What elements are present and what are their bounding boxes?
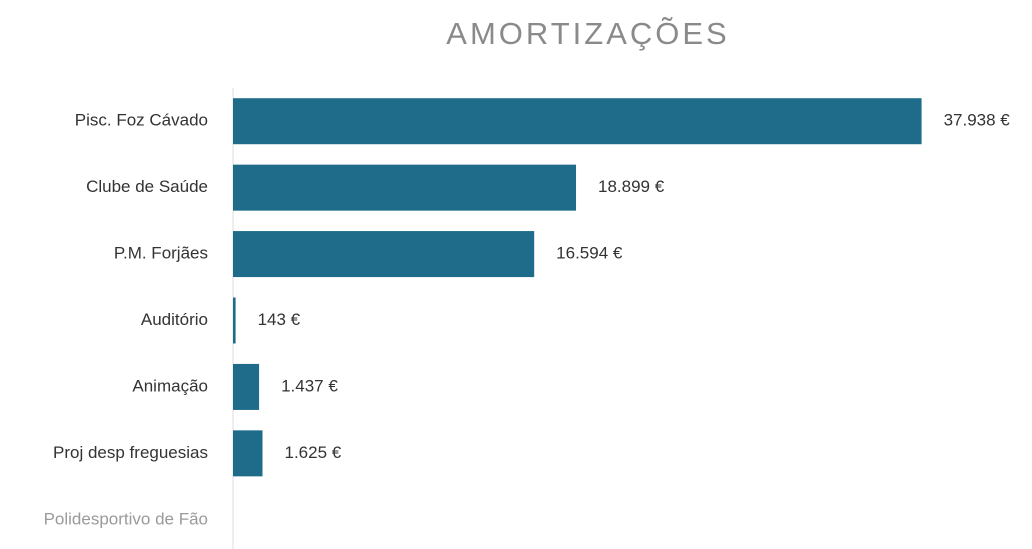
bar — [233, 98, 922, 145]
bar — [233, 363, 260, 410]
y-tick-label: Pisc. Foz Cávado — [75, 111, 208, 130]
y-tick-label: Polidesportivo de Fão — [44, 509, 208, 528]
y-tick-label: Proj desp freguesias — [53, 443, 208, 462]
bar — [233, 231, 535, 278]
bar — [233, 297, 236, 344]
y-tick-label: Clube de Saúde — [86, 177, 208, 196]
value-label: 1.625 € — [284, 443, 341, 462]
value-label: 37.938 € — [944, 111, 1011, 130]
chart-title: AMORTIZAÇÕES — [446, 16, 729, 51]
value-label: 16.594 € — [556, 244, 623, 263]
bar — [233, 430, 263, 477]
y-tick-label: Animação — [132, 376, 208, 395]
value-label: 143 € — [258, 310, 301, 329]
value-label: 18.899 € — [598, 177, 665, 196]
y-tick-label: Auditório — [141, 310, 208, 329]
y-tick-label: P.M. Forjães — [114, 244, 208, 263]
bar — [233, 164, 577, 211]
value-label: 1.437 € — [281, 376, 338, 395]
